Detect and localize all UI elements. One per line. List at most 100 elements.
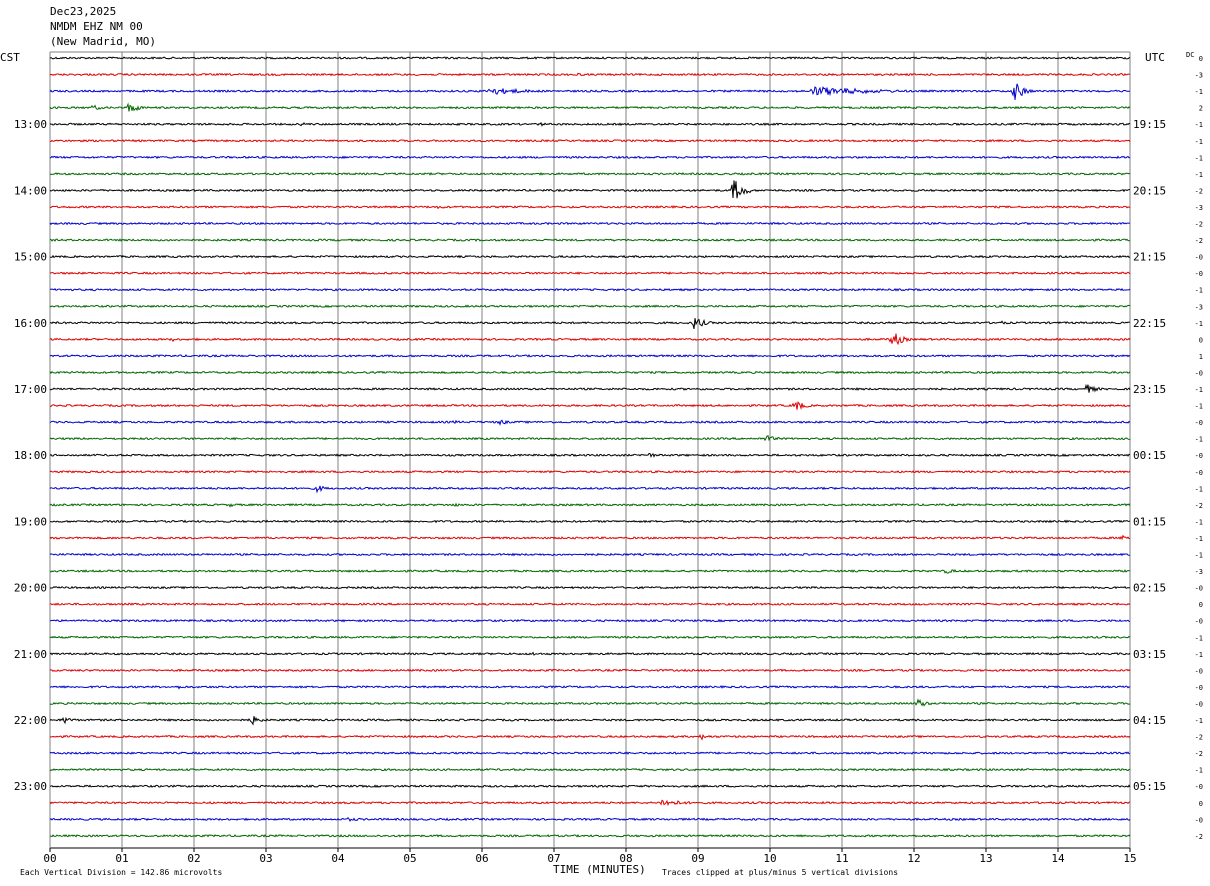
header-station: NMDM EHZ NM 00 [50,20,143,33]
dc-offset-label: -3 [1195,204,1203,212]
dc-offset-label: -1 [1195,634,1203,642]
seismic-trace [49,318,1131,330]
seismic-trace [49,685,1131,690]
seismic-trace [49,799,1131,807]
seismic-trace [49,370,1131,375]
dc-offset-label: -0 [1195,270,1203,278]
dc-offset-label: -2 [1195,833,1203,841]
dc-offset-label: -1 [1195,535,1203,543]
cst-hour-label: 13:00 [14,118,47,131]
trace-group [49,56,1131,838]
dc-offset-label: 1 [1199,353,1203,361]
dc-offset-label: -1 [1195,154,1203,162]
dc-offset-label: 0 [1199,55,1203,63]
dc-offset-label: -1 [1195,485,1203,493]
seismic-trace [49,618,1131,623]
cst-hour-label: 14:00 [14,184,47,197]
dc-offset-label: -3 [1195,72,1203,80]
dc-offset-label: -0 [1195,585,1203,593]
x-tick-label: 03 [259,852,272,865]
dc-offset-label: -0 [1195,783,1203,791]
x-tick-label: 08 [619,852,632,865]
seismic-trace [49,502,1131,508]
seismic-trace [49,635,1131,640]
seismic-trace [49,419,1131,426]
cst-hour-label: 20:00 [14,582,47,595]
minute-gridlines [49,51,1131,852]
seismic-trace [49,138,1131,143]
footer-vertical-division: Each Vertical Division = 142.86 microvol… [20,868,222,877]
seismic-trace [49,651,1131,656]
dc-offset-label: -0 [1195,618,1203,626]
cst-hour-label: 17:00 [14,383,47,396]
dc-offset-label: 0 [1199,336,1203,344]
dc-offset-label: -1 [1195,320,1203,328]
dc-offset-label: -0 [1195,369,1203,377]
dc-offset-label: -2 [1195,750,1203,758]
seismic-trace [49,833,1131,838]
utc-hour-label: 21:15 [1133,251,1166,264]
utc-hour-label: 04:15 [1133,714,1166,727]
seismic-trace [49,751,1131,755]
label-group: 00 01 02 03 04 05 06 07 08 09 10 11 12 13 14 150-3-12-1… [14,55,1203,865]
dc-offset-label: -3 [1195,568,1203,576]
x-tick-label: 10 [763,852,776,865]
header-location: (New Madrid, MO) [50,35,156,48]
left-timezone-label: CST [0,51,20,64]
seismic-trace [49,401,1131,411]
seismic-trace [49,304,1131,309]
x-tick-label: 02 [187,852,200,865]
dc-offset-label: -1 [1195,552,1203,560]
utc-hour-label: 22:15 [1133,317,1166,330]
cst-hour-label: 15:00 [14,251,47,264]
x-tick-label: 15 [1123,852,1136,865]
seismic-trace [49,568,1131,574]
cst-hour-label: 19:00 [14,515,47,528]
seismic-trace [49,254,1131,259]
dc-offset-label: -0 [1195,684,1203,692]
x-tick-label: 06 [475,852,488,865]
seismic-trace [49,102,1131,112]
header-date: Dec23,2025 [50,5,117,18]
seismic-trace [49,519,1131,524]
dc-offset-label: -1 [1195,767,1203,775]
seismic-trace [49,552,1131,557]
dc-offset-label: -1 [1195,717,1203,725]
seismic-trace [49,585,1131,590]
seismic-trace [49,333,1131,346]
x-tick-label: 11 [835,852,848,865]
x-tick-label: 09 [691,852,704,865]
utc-hour-label: 00:15 [1133,449,1166,462]
cst-hour-label: 23:00 [14,780,47,793]
seismic-trace [49,485,1131,494]
seismic-trace [49,121,1131,127]
seismic-trace [49,698,1131,707]
seismic-trace [49,155,1131,160]
dc-offset-label: -2 [1195,221,1203,229]
x-tick-label: 05 [403,852,416,865]
utc-hour-label: 19:15 [1133,118,1166,131]
cst-hour-label: 18:00 [14,449,47,462]
seismic-trace [49,271,1131,275]
seismic-trace [49,287,1131,292]
utc-hour-label: 05:15 [1133,780,1166,793]
dc-offset-label: -1 [1195,386,1203,394]
dc-offset-label: -1 [1195,88,1203,96]
dc-label: DC [1186,51,1194,59]
seismic-trace [49,180,1131,199]
dc-offset-label: -0 [1195,419,1203,427]
dc-offset-label: 2 [1199,105,1203,113]
seismic-trace [49,205,1131,210]
x-tick-label: 12 [907,852,920,865]
seismic-trace [49,221,1131,226]
dc-offset-label: -1 [1195,121,1203,129]
x-tick-label: 01 [115,852,128,865]
seismic-trace [49,56,1131,60]
seismic-trace [49,383,1131,393]
dc-offset-label: 0 [1199,601,1203,609]
dc-offset-label: -1 [1195,436,1203,444]
dc-offset-label: -0 [1195,452,1203,460]
seismic-trace [49,767,1131,772]
dc-offset-label: -1 [1195,518,1203,526]
